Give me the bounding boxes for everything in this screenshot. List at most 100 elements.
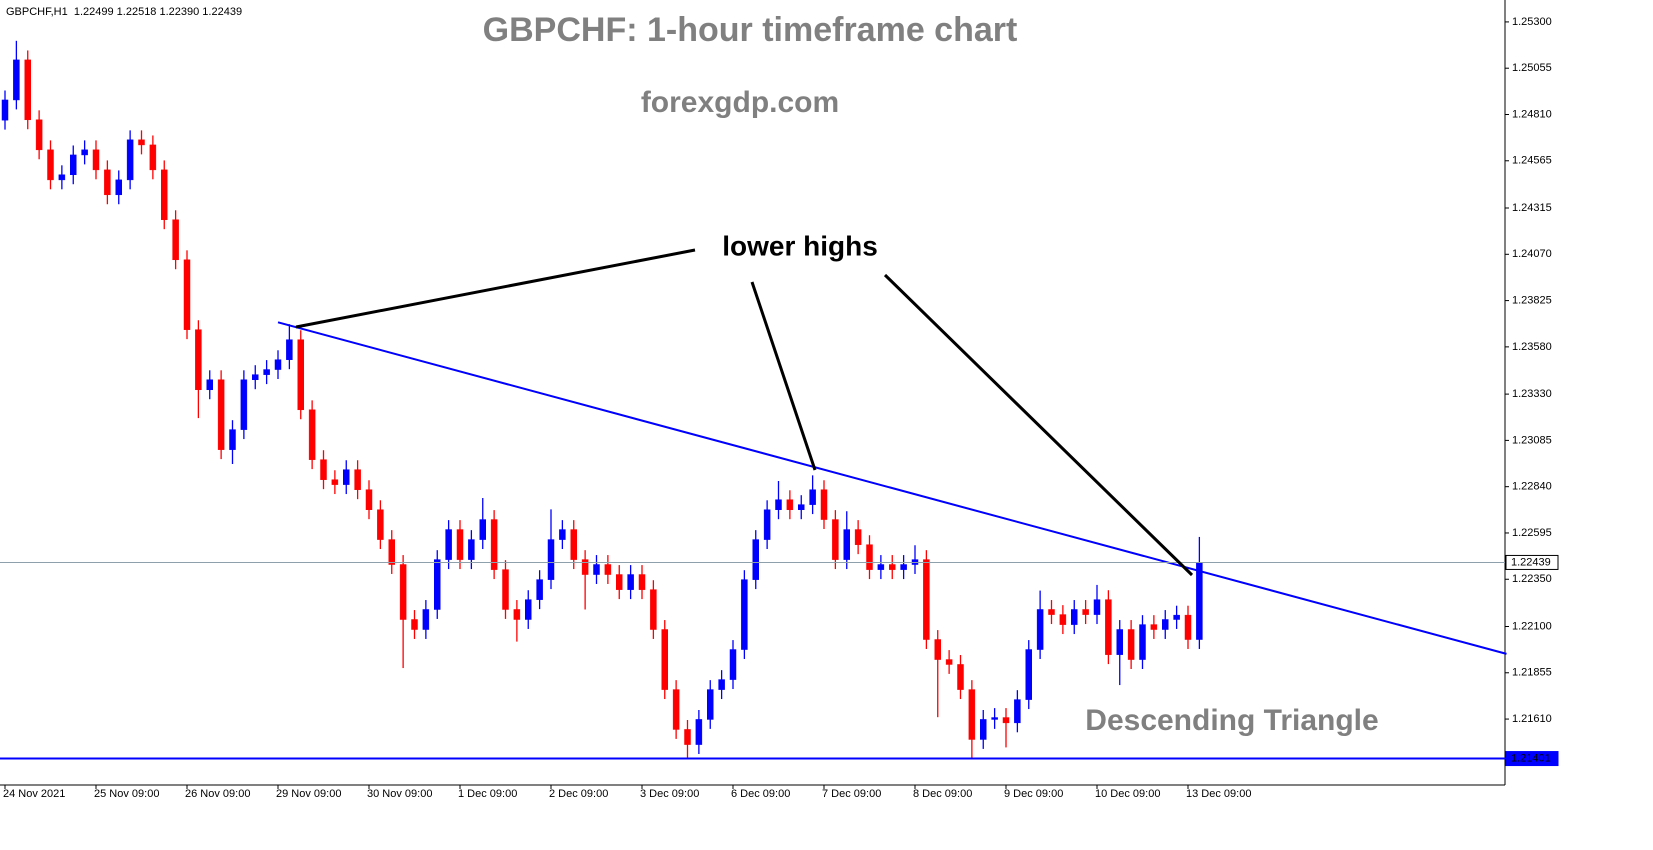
candle-body: [172, 219, 179, 261]
x-tick-label: 6 Dec 09:00: [731, 788, 790, 800]
candle-body: [377, 509, 384, 540]
candle-body: [536, 579, 543, 600]
annotation: Descending Triangle: [1085, 704, 1378, 737]
candle-body: [320, 459, 327, 480]
candle-body: [1173, 614, 1180, 620]
y-tick-label: 1.21855: [1512, 667, 1552, 679]
chart-subtitle: forexgdp.com: [641, 86, 839, 119]
candle-body: [820, 489, 828, 520]
x-tick-label: 7 Dec 09:00: [822, 788, 881, 800]
y-tick-label: 1.22100: [1512, 620, 1552, 632]
candle-body: [24, 59, 31, 121]
candle-body: [92, 149, 100, 171]
y-tick-label: 1.25300: [1512, 16, 1552, 28]
pointer-line: [750, 281, 817, 471]
candle-body: [240, 379, 248, 430]
candle-body: [422, 609, 430, 630]
candle-body: [388, 539, 395, 565]
candle-body: [490, 519, 498, 570]
candle-body: [502, 569, 509, 610]
x-tick-label: 24 Nov 2021: [3, 788, 65, 800]
candle-body: [843, 529, 850, 560]
y-tick-label: 1.22350: [1512, 573, 1552, 585]
candle-body: [513, 609, 521, 620]
y-tick-label: 1.23580: [1512, 341, 1552, 353]
candle-body: [593, 564, 600, 575]
candle-body: [343, 469, 350, 485]
y-tick-label: 1.22595: [1512, 527, 1552, 539]
candle-body: [1150, 624, 1158, 630]
candle-body: [1139, 624, 1146, 660]
candle-body: [866, 544, 873, 570]
y-tick-label: 1.24565: [1512, 155, 1552, 167]
y-tick-label: 1.22840: [1512, 481, 1552, 493]
candle-body: [1048, 609, 1055, 615]
candle-body: [434, 559, 441, 610]
candle-body: [161, 169, 168, 220]
candle-body: [1059, 614, 1067, 625]
candle-body: [308, 409, 316, 460]
candle-body: [354, 469, 361, 490]
candle-body: [729, 649, 737, 680]
candle-body: [445, 529, 452, 560]
y-tick-label: 1.23085: [1512, 434, 1552, 446]
candle-body: [47, 149, 54, 181]
candle-body: [945, 659, 953, 665]
pointer-line: [295, 248, 696, 329]
candle-body: [1105, 599, 1112, 655]
candle-body: [1093, 599, 1101, 615]
y-tick-label: 1.23330: [1512, 388, 1552, 400]
candle-body: [456, 529, 464, 560]
candle-body: [877, 564, 885, 570]
candle-body: [718, 679, 725, 690]
candle-body: [217, 379, 225, 450]
chart-title: GBPCHF: 1-hour timeframe chart: [483, 11, 1018, 49]
candle-body: [58, 174, 66, 181]
candle-body: [923, 559, 930, 640]
candle-body: [1082, 609, 1089, 615]
x-tick-label: 29 Nov 09:00: [276, 788, 341, 800]
candle-body: [832, 519, 839, 560]
x-tick-label: 2 Dec 09:00: [549, 788, 608, 800]
symbol-header: GBPCHF,H1 1.22499 1.22518 1.22390 1.2243…: [6, 6, 242, 18]
candle-body: [752, 539, 759, 580]
y-tick-label: 1.25055: [1512, 62, 1552, 74]
candle-body: [104, 169, 111, 196]
candle-body: [274, 359, 282, 370]
candle-body: [775, 499, 782, 510]
candle-body: [661, 629, 668, 690]
candle-body: [479, 519, 486, 540]
candle-body: [297, 339, 304, 411]
candle-body: [786, 499, 794, 510]
price-label-box: [1505, 751, 1559, 767]
candle-body: [763, 509, 771, 540]
candle-body: [934, 639, 941, 660]
candle-body: [411, 619, 418, 630]
candle-body: [559, 529, 566, 540]
x-tick-label: 30 Nov 09:00: [367, 788, 432, 800]
x-tick-label: 3 Dec 09:00: [640, 788, 699, 800]
y-tick-label: 1.24070: [1512, 248, 1552, 260]
x-tick-label: 10 Dec 09:00: [1095, 788, 1160, 800]
candle-body: [1025, 649, 1032, 700]
y-tick-label: 1.24810: [1512, 108, 1552, 120]
candle-body: [570, 529, 577, 560]
candle-body: [672, 689, 680, 730]
candle-body: [115, 179, 122, 196]
x-tick-label: 25 Nov 09:00: [94, 788, 159, 800]
candle-body: [1002, 717, 1010, 724]
candle-body: [331, 479, 339, 485]
candle-body: [581, 559, 589, 575]
x-tick-label: 9 Dec 09:00: [1004, 788, 1063, 800]
y-tick-label: 1.23825: [1512, 294, 1552, 306]
plot-area: 1.25300 1.25055 1.24810 1.24565 1.24315 1.240…: [0, 16, 1559, 800]
candle-body: [468, 539, 475, 560]
candle-body: [684, 729, 691, 745]
candle-body: [81, 149, 88, 156]
candle-body: [195, 329, 202, 391]
candle-body: [957, 664, 964, 690]
candle-body: [1196, 562, 1203, 640]
candle-body: [707, 689, 714, 720]
x-tick-label: 13 Dec 09:00: [1186, 788, 1251, 800]
